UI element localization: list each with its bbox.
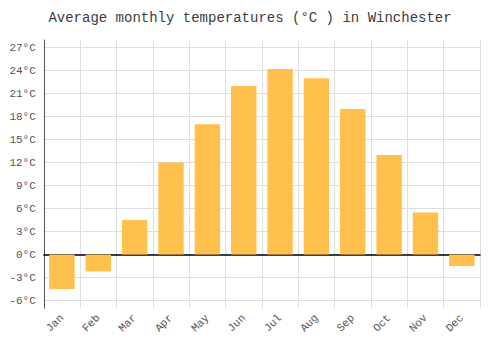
svg-text:0°C: 0°C bbox=[16, 249, 36, 261]
svg-text:Dec: Dec bbox=[444, 312, 466, 334]
svg-text:-3°C: -3°C bbox=[9, 272, 36, 284]
svg-text:12°C: 12°C bbox=[9, 157, 36, 169]
svg-text:Jun: Jun bbox=[225, 312, 247, 334]
svg-text:9°C: 9°C bbox=[16, 180, 36, 192]
svg-text:Jul: Jul bbox=[262, 312, 284, 334]
svg-text:May: May bbox=[189, 312, 212, 335]
svg-text:Apr: Apr bbox=[153, 312, 175, 334]
svg-text:Oct: Oct bbox=[371, 312, 393, 334]
svg-text:Nov: Nov bbox=[407, 312, 430, 335]
svg-text:Jan: Jan bbox=[44, 312, 66, 334]
svg-text:3°C: 3°C bbox=[16, 226, 36, 238]
svg-text:Feb: Feb bbox=[80, 312, 102, 334]
svg-text:Average monthly temperatures (: Average monthly temperatures (°C ) in Wi… bbox=[48, 10, 451, 26]
svg-text:-6°C: -6°C bbox=[9, 295, 36, 307]
svg-text:15°C: 15°C bbox=[9, 134, 36, 146]
svg-text:Mar: Mar bbox=[116, 312, 138, 334]
svg-text:24°C: 24°C bbox=[9, 65, 36, 77]
svg-text:Aug: Aug bbox=[298, 312, 320, 334]
svg-text:Sep: Sep bbox=[335, 312, 357, 334]
svg-text:27°C: 27°C bbox=[9, 42, 36, 54]
svg-text:21°C: 21°C bbox=[9, 88, 36, 100]
svg-text:6°C: 6°C bbox=[16, 203, 36, 215]
svg-text:18°C: 18°C bbox=[9, 111, 36, 123]
